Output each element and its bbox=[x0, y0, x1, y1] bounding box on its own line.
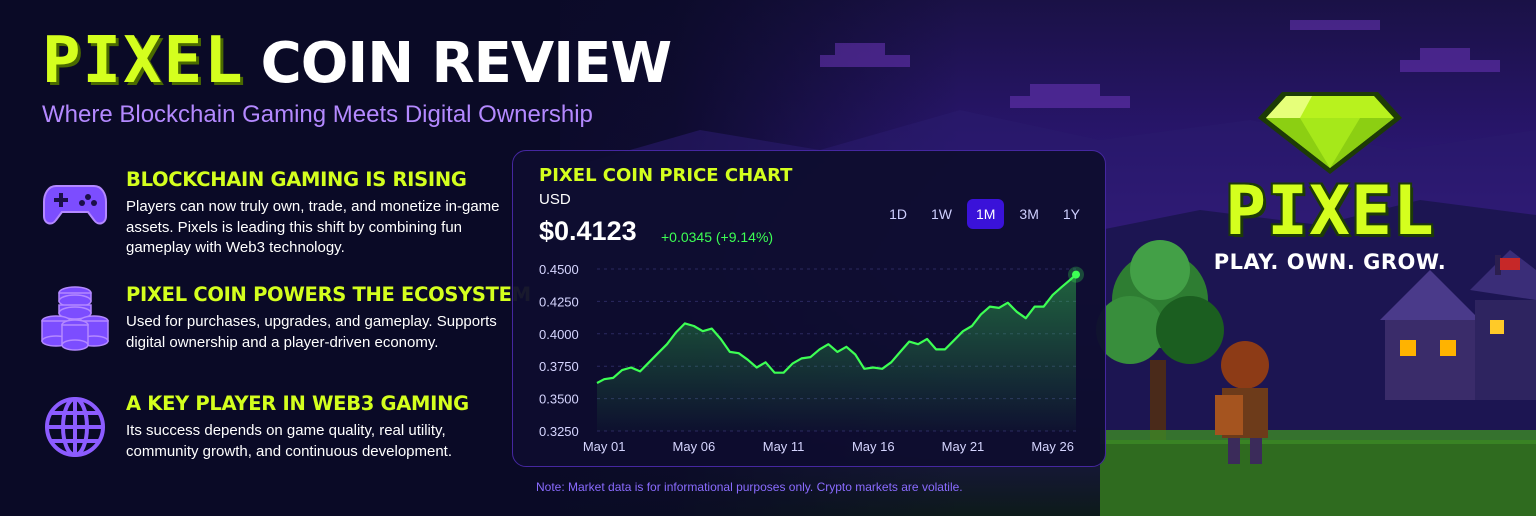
currency-label: USD bbox=[539, 191, 571, 208]
price-chart: 0.4500 0.4250 0.4000 0.3750 0.3500 0.3250 May … bbox=[539, 262, 1084, 454]
price-chart-card: PIXEL COIN PRICE CHART USD $0.4123 +0.03… bbox=[512, 150, 1106, 467]
x-tick-label: May 21 bbox=[942, 439, 985, 454]
tree-art bbox=[1096, 240, 1224, 480]
feature-pixel-coin-ecosystem: PIXEL COIN POWERS THE ECOSYSTEM Used for… bbox=[40, 283, 531, 353]
feature-body: Used for purchases, upgrades, and gamepl… bbox=[126, 313, 497, 351]
feature-body: Players can now truly own, trade, and mo… bbox=[126, 198, 500, 256]
y-tick-label: 0.4250 bbox=[539, 294, 579, 309]
character-art bbox=[1215, 341, 1269, 464]
y-tick-label: 0.3250 bbox=[539, 424, 579, 439]
page-header: PIXEL COIN REVIEW Where Blockchain Gamin… bbox=[42, 24, 672, 129]
feature-heading: A KEY PLAYER IN WEB3 GAMING bbox=[126, 392, 469, 415]
globe-icon bbox=[45, 397, 105, 457]
range-tab-3m[interactable]: 3M bbox=[1010, 199, 1047, 229]
price-line bbox=[596, 273, 1077, 384]
disclaimer-note: Note: Market data is for informational p… bbox=[536, 480, 963, 494]
feature-heading: PIXEL COIN POWERS THE ECOSYSTEM bbox=[126, 283, 531, 306]
title-highlight: PIXEL bbox=[42, 24, 245, 98]
y-tick-label: 0.3750 bbox=[539, 359, 579, 374]
x-tick-label: May 26 bbox=[1031, 439, 1074, 454]
x-tick-label: May 11 bbox=[763, 439, 805, 454]
feature-blockchain-gaming: BLOCKCHAIN GAMING IS RISING Players can … bbox=[40, 168, 500, 259]
title-rest: COIN REVIEW bbox=[260, 31, 672, 96]
price-area bbox=[597, 274, 1076, 431]
x-tick-label: May 01 bbox=[583, 439, 626, 454]
time-range-selector: 1D 1W 1M 3M 1Y bbox=[880, 199, 1089, 229]
gem-icon bbox=[1258, 92, 1402, 174]
price-change: +0.0345 (+9.14%) bbox=[661, 229, 774, 245]
brand-logo-text: PIXEL bbox=[1225, 172, 1435, 251]
gamepad-icon bbox=[43, 185, 107, 225]
current-price: $0.4123 bbox=[539, 216, 637, 246]
feature-web3-gaming: A KEY PLAYER IN WEB3 GAMING Its success … bbox=[40, 392, 500, 462]
feature-body: Its success depends on game quality, rea… bbox=[126, 422, 453, 460]
y-tick-label: 0.4000 bbox=[539, 327, 579, 342]
y-tick-label: 0.4500 bbox=[539, 262, 579, 277]
latest-point bbox=[1072, 270, 1080, 279]
range-tab-1d[interactable]: 1D bbox=[880, 199, 916, 229]
brand-tagline: PLAY. OWN. GROW. bbox=[1213, 250, 1447, 274]
page-title: PIXEL COIN REVIEW bbox=[42, 24, 672, 99]
chart-title: PIXEL COIN PRICE CHART bbox=[539, 165, 793, 186]
x-tick-label: May 06 bbox=[673, 439, 716, 454]
coin-stack-icon bbox=[41, 286, 109, 351]
feature-heading: BLOCKCHAIN GAMING IS RISING bbox=[126, 168, 467, 191]
village-art bbox=[1380, 250, 1536, 400]
range-tab-1m[interactable]: 1M bbox=[966, 199, 1005, 229]
brand-logo: PIXEL PLAY. OWN. GROW. bbox=[1212, 78, 1448, 278]
y-tick-label: 0.3500 bbox=[539, 392, 579, 407]
range-tab-1y[interactable]: 1Y bbox=[1054, 199, 1089, 229]
x-tick-label: May 16 bbox=[852, 439, 895, 454]
page-subtitle: Where Blockchain Gaming Meets Digital Ow… bbox=[42, 101, 593, 128]
range-tab-1w[interactable]: 1W bbox=[922, 199, 961, 229]
